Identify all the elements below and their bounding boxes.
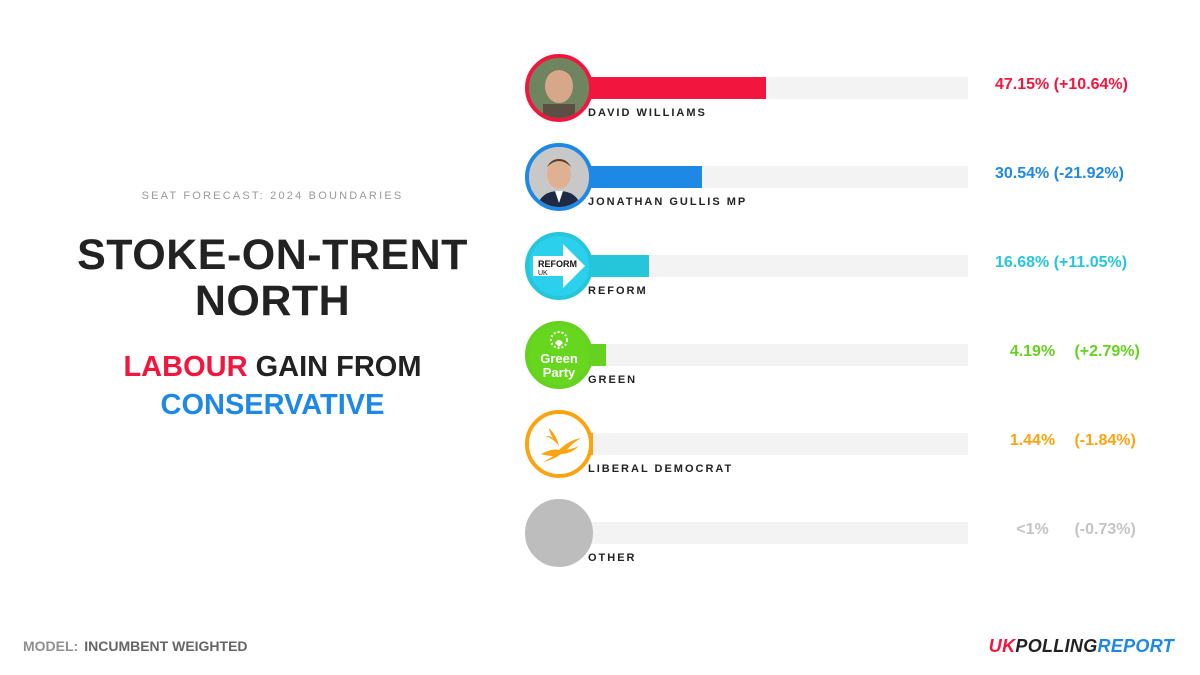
vote-share: 30.54% (995, 165, 1050, 182)
bar-track (585, 77, 968, 99)
bar-fill (585, 255, 649, 277)
forecast-subtitle: SEAT FORECAST: 2024 BOUNDARIES (141, 190, 404, 202)
brand-uk: UK (988, 636, 1016, 656)
candidate-name: GREEN (588, 374, 638, 386)
vote-change: (+10.64%) (1053, 76, 1128, 93)
candidate-name: OTHER (588, 552, 637, 564)
bar-fill (585, 77, 766, 99)
vote-values: 47.15% (+10.64%) (995, 76, 1160, 94)
bar-track (585, 166, 968, 188)
model-label: MODEL: INCUMBENT WEIGHTED (23, 638, 248, 654)
seat-title-line2: NORTH (194, 277, 351, 325)
candidate-row-labour: DAVID WILLIAMS 47.15% (+10.64%) (525, 54, 1175, 124)
svg-text:Party: Party (543, 365, 576, 380)
other-circle-icon (525, 499, 593, 567)
candidate-row-libdem: LIBERAL DEMOCRAT 1.44% (-1.84%) (525, 410, 1175, 480)
seat-header: SEAT FORECAST: 2024 BOUNDARIES STOKE-ON-… (20, 180, 525, 424)
result-verb: GAIN FROM (247, 351, 422, 383)
vote-change: (+11.05%) (1053, 254, 1128, 271)
gaining-party: LABOUR (123, 351, 248, 383)
svg-text:REFORM: REFORM (538, 259, 577, 269)
candidate-photo-icon (525, 54, 593, 122)
model-key: MODEL: (23, 638, 79, 654)
svg-text:Green: Green (540, 351, 578, 366)
vote-share: 16.68% (995, 254, 1050, 271)
reform-uk-logo-icon: REFORM UK (525, 232, 593, 300)
seat-title-line1: STOKE-ON-TRENT (77, 231, 468, 279)
candidate-row-reform: REFORM UK REFORM 16.68% (+11.05%) (525, 232, 1175, 302)
brand-report: REPORT (1097, 636, 1174, 656)
brand-logo: UKPOLLINGREPORT (989, 636, 1174, 657)
candidate-name: REFORM (588, 285, 648, 297)
bar-fill (585, 166, 702, 188)
brand-polling: POLLING (1015, 636, 1098, 656)
libdem-bird-logo-icon (525, 410, 593, 478)
candidate-row-conservative: JONATHAN GULLIS MP 30.54% (-21.92%) (525, 143, 1175, 213)
candidate-name: LIBERAL DEMOCRAT (588, 463, 734, 475)
losing-party: CONSERVATIVE (160, 389, 385, 421)
vote-share: 1.44% (1009, 432, 1056, 449)
vote-share: 4.19% (1009, 343, 1056, 360)
vote-change: (-0.73%) (1074, 521, 1136, 538)
candidate-row-other: OTHER <1% (-0.73%) (525, 499, 1175, 569)
candidate-photo-icon (525, 143, 593, 211)
vote-share: 47.15% (995, 76, 1050, 93)
seat-result: LABOUR GAIN FROM CONSERVATIVE (20, 348, 525, 424)
vote-values: 1.44% (-1.84%) (995, 432, 1160, 450)
vote-share: <1% (1016, 521, 1049, 538)
svg-text:UK: UK (538, 270, 548, 277)
bar-track (585, 522, 968, 544)
vote-values: 16.68% (+11.05%) (995, 254, 1160, 272)
model-value: INCUMBENT WEIGHTED (84, 638, 248, 654)
vote-values: 30.54% (-21.92%) (995, 165, 1160, 183)
bar-track (585, 433, 968, 455)
vote-change: (-1.84%) (1074, 432, 1136, 449)
green-party-logo-icon: Green Party (525, 321, 593, 389)
candidate-name: JONATHAN GULLIS MP (588, 196, 748, 208)
vote-values: 4.19% (+2.79%) (995, 343, 1160, 361)
vote-change: (-21.92%) (1053, 165, 1124, 182)
candidate-row-green: Green Party GREEN 4.19% (+2.79%) (525, 321, 1175, 391)
bar-track (585, 344, 968, 366)
vote-change: (+2.79%) (1074, 343, 1140, 360)
seat-title: STOKE-ON-TRENT NORTH (20, 232, 525, 324)
vote-values: <1% (-0.73%) (995, 521, 1160, 539)
candidate-name: DAVID WILLIAMS (588, 107, 707, 119)
bar-track (585, 255, 968, 277)
